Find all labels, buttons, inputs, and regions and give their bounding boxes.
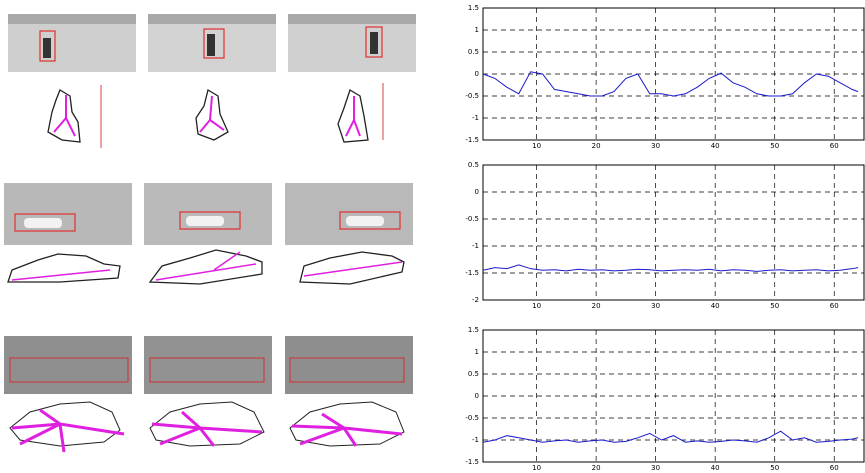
- x-tick-label: 30: [651, 142, 660, 150]
- x-tick-label: 20: [592, 464, 601, 472]
- tiger-silhouettes: [10, 402, 404, 452]
- thumbnails: [4, 14, 416, 452]
- skeleton: [54, 95, 75, 136]
- y-tick-label: 0: [475, 70, 479, 78]
- y-tick-label: 0.5: [468, 370, 479, 378]
- y-tick-label: -0.5: [465, 414, 479, 422]
- y-tick-label: -1.5: [465, 269, 479, 277]
- x-tick-label: 50: [770, 302, 779, 310]
- photo-band: [8, 14, 136, 24]
- y-tick-label: 0.5: [468, 48, 479, 56]
- x-tick-label: 60: [830, 464, 839, 472]
- line-chart: -2 -1.5 -1 -0.5 0 0.5 10 20 30 40 50 60: [465, 161, 864, 310]
- x-tick-label: 20: [592, 142, 601, 150]
- car-frames: [4, 183, 413, 245]
- photo: [4, 336, 132, 394]
- line-chart: -1.5 -1 -0.5 0 0.5 1 1.5 10 20 30 40 50 60: [465, 4, 864, 150]
- person: [370, 32, 378, 54]
- y-tick-label: -1: [472, 436, 479, 444]
- line-chart: -1.5 -1 -0.5 0 0.5 1 1.5 10 20 30 40 50 60: [465, 326, 864, 472]
- photo: [144, 336, 272, 394]
- pedestrian-frames: [8, 14, 416, 72]
- y-tick-label: -2: [472, 296, 479, 304]
- x-tick-label: 40: [711, 464, 720, 472]
- x-tick-label: 10: [532, 142, 541, 150]
- tiger-frames: [4, 336, 413, 394]
- skeleton: [346, 96, 360, 136]
- car: [24, 218, 62, 228]
- photo: [285, 336, 413, 394]
- car: [346, 216, 384, 226]
- x-tick-label: 10: [532, 302, 541, 310]
- y-tick-label: -0.5: [465, 92, 479, 100]
- y-tick-label: 0.5: [468, 161, 479, 169]
- x-tick-label: 50: [770, 464, 779, 472]
- person: [43, 38, 51, 58]
- y-tick-label: -1: [472, 242, 479, 250]
- photo-band: [148, 14, 276, 24]
- skeleton: [156, 252, 256, 280]
- x-tick-label: 10: [532, 464, 541, 472]
- photo: [285, 183, 413, 245]
- skeleton: [304, 262, 402, 276]
- plot-area: [483, 165, 864, 300]
- y-tick-label: 1: [475, 348, 479, 356]
- skeleton: [12, 270, 110, 280]
- photo: [144, 183, 272, 245]
- y-tick-label: 0: [475, 392, 479, 400]
- car: [186, 216, 224, 226]
- pedestrian-silhouettes: [48, 83, 383, 148]
- y-tick-label: 1.5: [468, 4, 479, 12]
- silhouette: [300, 252, 404, 284]
- car-silhouettes: [8, 250, 404, 284]
- y-tick-label: 1: [475, 26, 479, 34]
- person: [207, 34, 215, 56]
- silhouette: [8, 254, 120, 282]
- x-tick-label: 60: [830, 142, 839, 150]
- x-tick-label: 50: [770, 142, 779, 150]
- x-tick-label: 20: [592, 302, 601, 310]
- y-tick-label: -1: [472, 114, 479, 122]
- y-tick-label: -1.5: [465, 458, 479, 466]
- x-tick-label: 40: [711, 142, 720, 150]
- x-tick-label: 60: [830, 302, 839, 310]
- x-tick-label: 40: [711, 302, 720, 310]
- y-tick-label: -1.5: [465, 136, 479, 144]
- x-tick-label: 30: [651, 302, 660, 310]
- x-tick-label: 30: [651, 464, 660, 472]
- figure: -1.5-1-0.500.511.5102030405060-2-1.5-1-0…: [0, 0, 865, 473]
- silhouette: [290, 402, 404, 446]
- y-tick-label: 1.5: [468, 326, 479, 334]
- y-tick-label: 0: [475, 188, 479, 196]
- photo-band: [288, 14, 416, 24]
- y-tick-label: -0.5: [465, 215, 479, 223]
